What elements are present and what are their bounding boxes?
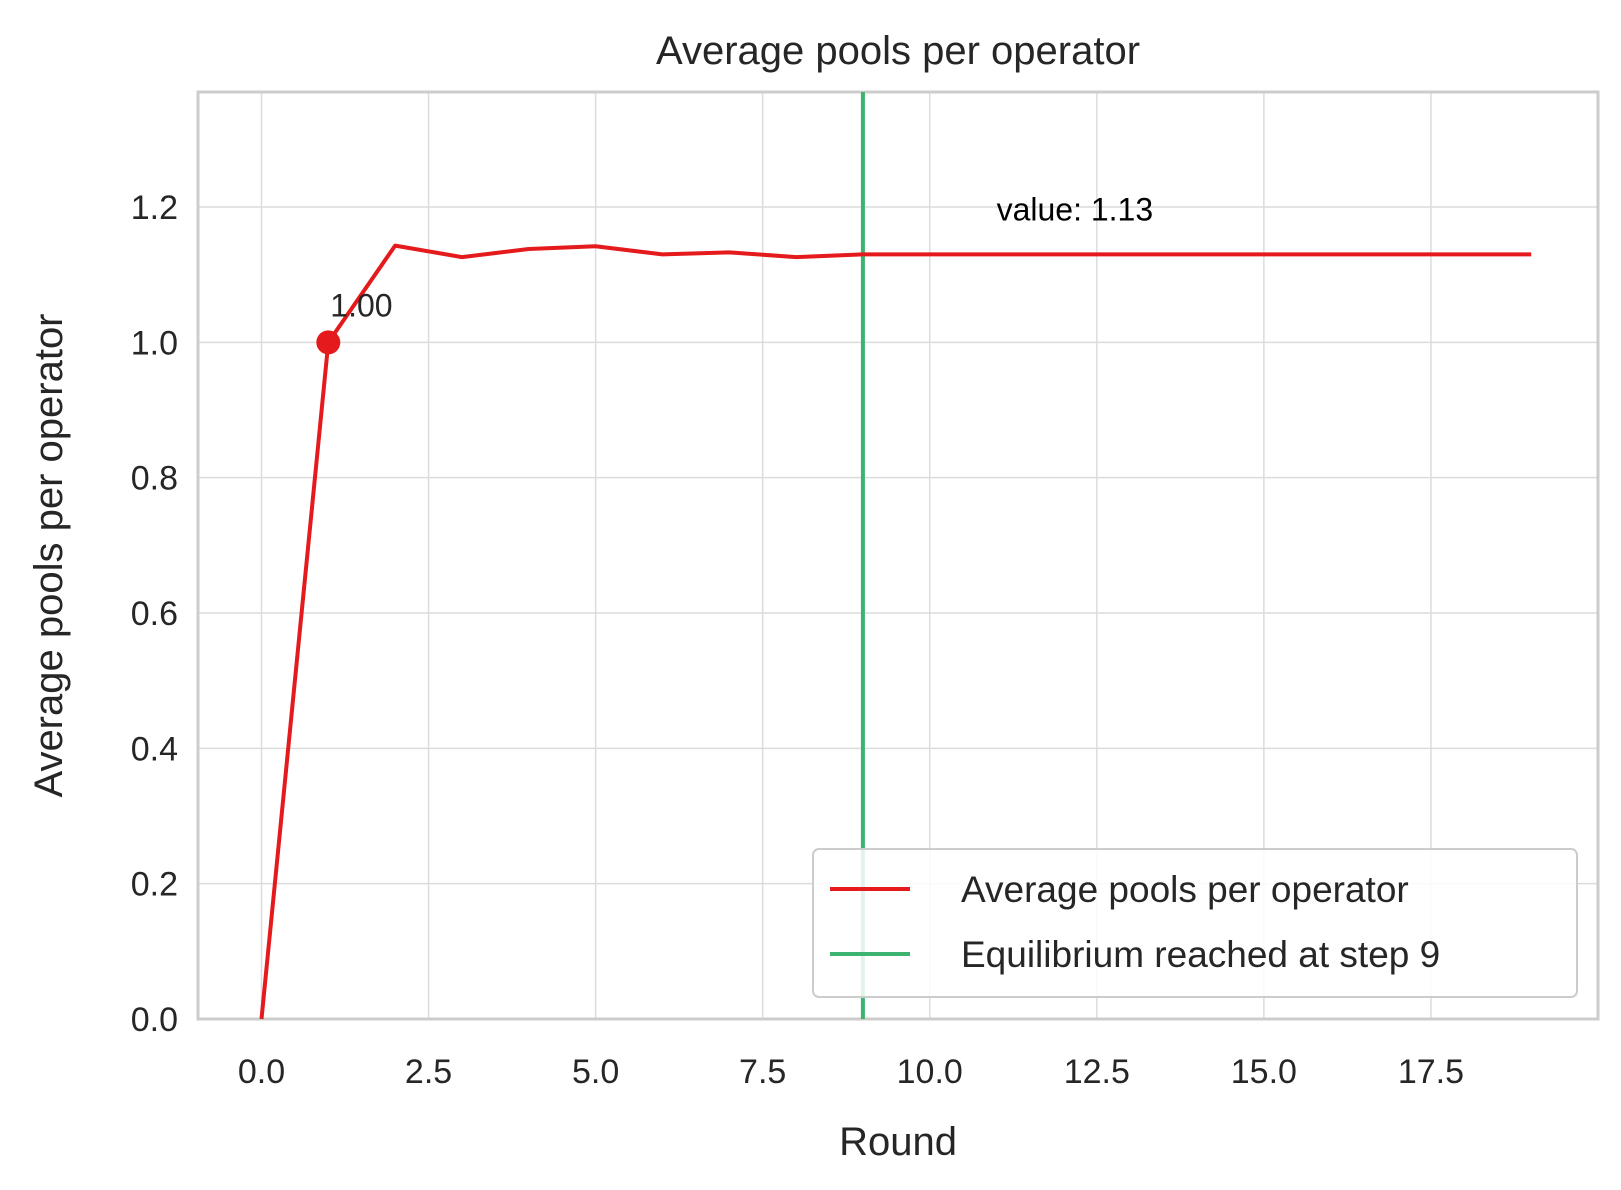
legend-box: [812, 848, 1578, 998]
y-tick-label: 0.2: [131, 866, 178, 904]
y-axis-label: Average pools per operator: [27, 313, 71, 797]
legend-label-average-pools: Average pools per operator: [961, 869, 1409, 910]
legend: Average pools per operator Equilibrium r…: [812, 848, 1578, 998]
legend-label-equilibrium: Equilibrium reached at step 9: [961, 934, 1440, 975]
highlight-point-label: 1.00: [330, 287, 392, 323]
value-annotation: value: 1.13: [997, 192, 1154, 228]
y-tick-label: 1.2: [131, 189, 178, 227]
y-tick-label: 0.4: [131, 730, 178, 768]
chart-title: Average pools per operator: [656, 29, 1140, 73]
series-line-average-pools: [259, 243, 1532, 1020]
x-tick-label: 2.5: [405, 1053, 452, 1091]
highlight-point: [316, 330, 341, 355]
x-tick-label: 0.0: [238, 1053, 285, 1091]
y-tick-labels: 0.0 0.2 0.4 0.6 0.8 1.0 1.2: [131, 189, 178, 1039]
x-tick-label: 7.5: [739, 1053, 786, 1091]
plot-frame: [196, 90, 1600, 1021]
y-tick-label: 1.0: [131, 324, 178, 362]
x-tick-labels: 0.0 2.5 5.0 7.5 10.0 12.5 15.0 17.5: [238, 1053, 1464, 1091]
x-tick-label: 10.0: [897, 1053, 963, 1091]
y-tick-label: 0.0: [131, 1001, 178, 1039]
x-tick-label: 12.5: [1064, 1053, 1130, 1091]
y-tick-label: 0.8: [131, 460, 178, 498]
x-tick-label: 15.0: [1231, 1053, 1297, 1091]
y-tick-label: 0.6: [131, 595, 178, 633]
x-tick-label: 5.0: [572, 1053, 619, 1091]
grid: [198, 92, 1598, 1020]
x-tick-label: 17.5: [1398, 1053, 1464, 1091]
x-axis-label: Round: [839, 1120, 957, 1164]
